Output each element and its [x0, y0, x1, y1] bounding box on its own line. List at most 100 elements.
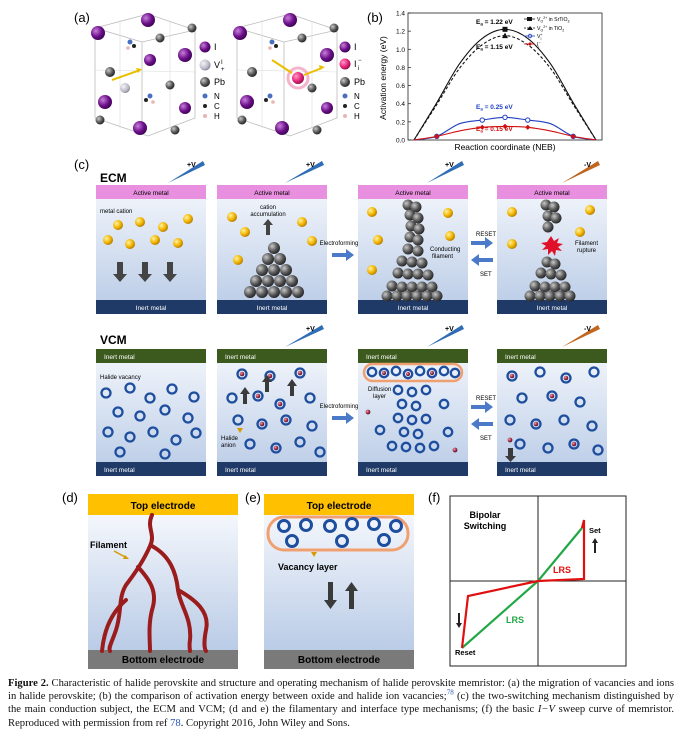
series-point-3	[479, 124, 485, 130]
svg-text:N: N	[214, 92, 220, 101]
svg-text:filament: filament	[432, 254, 453, 260]
caption-ref-sup[interactable]: 78	[446, 688, 454, 697]
x-axis-label: Reaction coordinate (NEB)	[454, 142, 555, 152]
legend-entry-srtio3: VO2+ in SrTiO3	[537, 16, 569, 24]
ruptured-filament	[524, 199, 576, 302]
y-tick-label: 0.8	[396, 65, 405, 72]
series-point-3	[525, 124, 531, 130]
svg-text:+V: +V	[306, 326, 315, 333]
svg-text:Filament: Filament	[575, 241, 598, 247]
panel-label-b: (b)	[367, 10, 383, 25]
annotation-122: Ea = 1.22 eV	[476, 19, 513, 27]
set-branch	[537, 519, 586, 583]
series-point-2	[525, 117, 531, 123]
annotation-025: Ea = 0.25 eV	[476, 104, 513, 112]
svg-text:Inert metal: Inert metal	[257, 305, 288, 312]
series-layer	[413, 26, 597, 141]
svg-text:I: I	[354, 42, 357, 52]
svg-text:V: V	[214, 60, 220, 70]
svg-text:Pb: Pb	[354, 77, 365, 87]
y-tick-label: 1.2	[396, 29, 405, 36]
bottom-electrode-d	[88, 650, 238, 669]
svg-text:accumulation: accumulation	[250, 212, 285, 218]
svg-text:-V: -V	[584, 162, 591, 169]
panel-label-d: (d)	[62, 490, 78, 505]
series-point-1	[502, 32, 508, 39]
series-point-0	[502, 26, 508, 32]
svg-text:Active metal: Active metal	[254, 190, 290, 197]
chart-plot-area	[407, 12, 603, 141]
series-point-3	[570, 133, 576, 139]
svg-text:RESET: RESET	[476, 396, 496, 402]
svg-text:H: H	[354, 112, 360, 121]
svg-text:+V: +V	[445, 162, 454, 169]
rupture-spark-icon	[541, 236, 563, 256]
reset-branch	[460, 579, 539, 649]
ecm-cell-1-active-metal	[96, 185, 206, 199]
iv-curve-panel: Bipolar Switching Set Reset LRS LRS	[449, 495, 627, 667]
svg-text:Top electrode: Top electrode	[131, 501, 196, 512]
svg-text:Inert metal: Inert metal	[104, 354, 135, 361]
legend-entry-tio2: VO2+ in TiO2	[537, 25, 564, 33]
halide-vacancy-label: Halide vacancy	[100, 375, 141, 381]
svg-text:Active metal: Active metal	[534, 190, 570, 197]
lrs-label-upper: LRS	[553, 565, 571, 575]
panel-label-c: (c)	[74, 157, 89, 172]
arrow-up-icon	[345, 582, 358, 609]
svg-text:−: −	[358, 58, 362, 64]
svg-text:H: H	[214, 112, 220, 121]
ecm-row: ECM Active metal Inert metal metal catio…	[96, 161, 607, 314]
svg-text:anion: anion	[221, 443, 236, 449]
caption-ref-link[interactable]: 78	[170, 717, 181, 729]
legend-entry-vi: V+ I	[537, 33, 543, 41]
activation-energy-chart: 0.0 0.2 0.4 0.6 0.8 1.0 1.2 1.4 Activation ener…	[378, 11, 603, 152]
svg-text:Bipolar: Bipolar	[469, 510, 501, 520]
top-electrode-e	[264, 494, 414, 515]
legend-a2: I I i − Pb N C H	[339, 41, 365, 121]
series-point-2	[479, 117, 485, 123]
svg-text:Inert metal: Inert metal	[136, 305, 167, 312]
svg-text:C: C	[214, 102, 220, 111]
diffusion-layer-ring	[362, 362, 464, 383]
top-electrode-d	[88, 494, 238, 515]
svg-text:I: I	[221, 60, 223, 66]
svg-text:Bottom electrode: Bottom electrode	[298, 655, 381, 666]
reset-label: RESET	[476, 232, 496, 238]
y-tick-label: 0.0	[396, 138, 405, 145]
svg-text:rupture: rupture	[577, 248, 597, 254]
legend-a1: I V I + Pb N C H	[199, 41, 225, 121]
svg-text:N: N	[354, 92, 360, 101]
svg-text:Bottom electrode: Bottom electrode	[122, 655, 205, 666]
svg-text:Switching: Switching	[464, 521, 507, 531]
svg-text:Inert metal: Inert metal	[225, 467, 256, 474]
svg-text:Conducting: Conducting	[430, 247, 460, 253]
legend-entry-ii: I− i	[537, 41, 541, 49]
svg-text:Active metal: Active metal	[133, 190, 169, 197]
svg-text:Top electrode: Top electrode	[307, 501, 372, 512]
vacancy-layer-ring	[266, 515, 410, 552]
panel-label-a: (a)	[74, 10, 90, 25]
svg-text:Electroforming: Electroforming	[320, 404, 359, 410]
svg-text:I: I	[214, 42, 217, 52]
bottom-electrode-e	[264, 650, 414, 669]
y-tick-label: 0.4	[396, 101, 405, 108]
crystal-structure-interstitial	[233, 13, 339, 137]
energy-annotations: Ea = 1.22 eV Ea = 1.15 eV Ea = 0.25 eV E…	[476, 19, 513, 134]
svg-text:+V: +V	[445, 326, 454, 333]
vcm-cell-2	[217, 349, 327, 476]
y-tick-label: 0.2	[396, 119, 405, 126]
svg-text:layer: layer	[373, 394, 386, 400]
annotation-015: Ea = 0.15 eV	[476, 126, 513, 134]
svg-text:Inert metal: Inert metal	[225, 354, 256, 361]
filament-paths	[100, 513, 209, 653]
svg-text:-V: -V	[584, 326, 591, 333]
series-point-2	[502, 114, 508, 121]
svg-text:cation: cation	[260, 205, 276, 211]
svg-text:Inert metal: Inert metal	[505, 354, 536, 361]
set-label: SET	[480, 272, 492, 278]
svg-text:Inert metal: Inert metal	[505, 467, 536, 474]
svg-text:Inert metal: Inert metal	[398, 305, 429, 312]
caption-label: Figure 2.	[8, 678, 49, 689]
svg-text:SET: SET	[480, 436, 492, 442]
conducting-filament	[381, 199, 443, 302]
